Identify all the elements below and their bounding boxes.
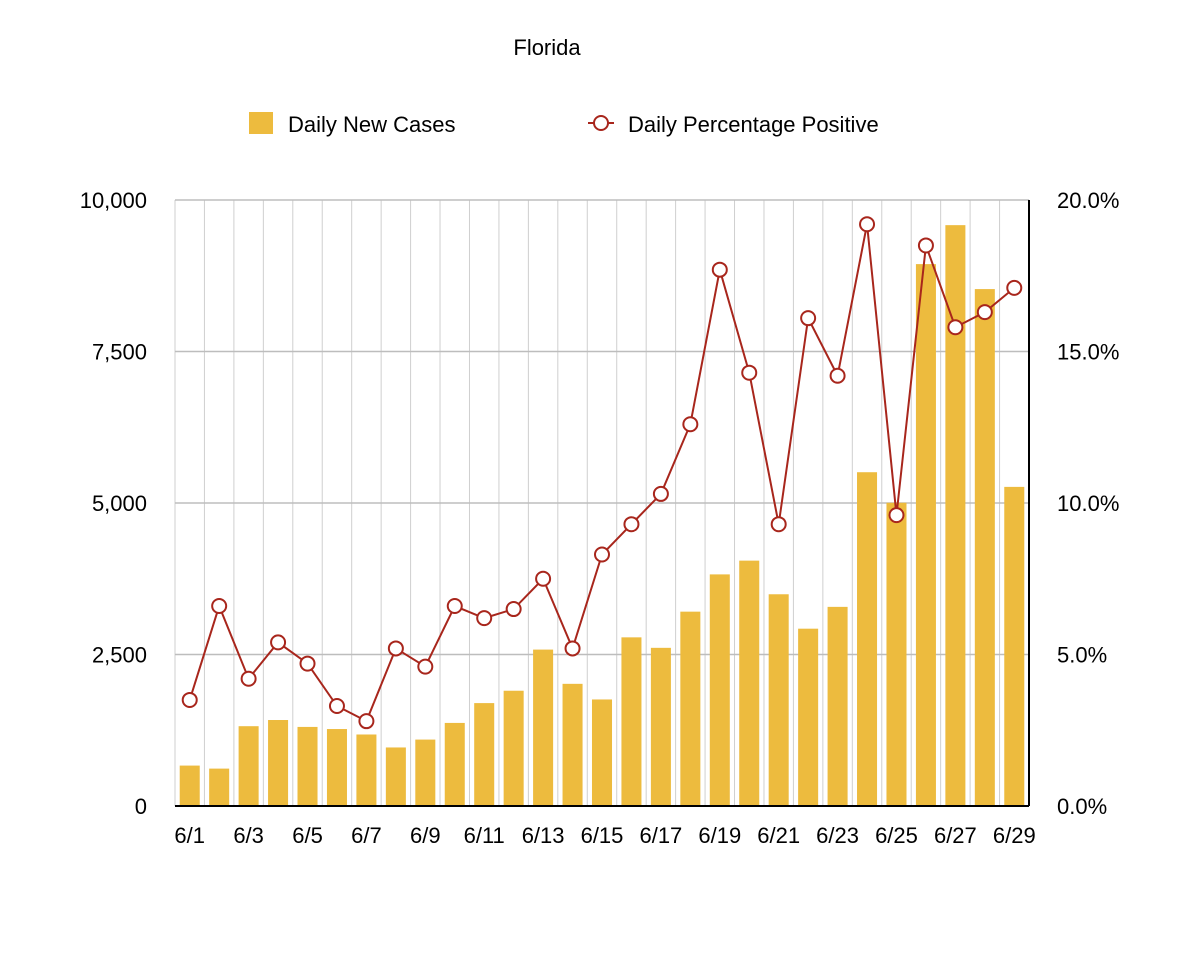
point-percentage-positive-6-22	[800, 310, 817, 327]
x-axis-tick-label: 6/21	[757, 823, 800, 848]
point-percentage-positive-6-18	[682, 416, 699, 433]
point-percentage-positive-6-3	[240, 670, 257, 687]
left-axis-tick-label: 2,500	[92, 643, 147, 668]
percentage-points	[181, 216, 1023, 730]
point-percentage-positive-6-24	[859, 216, 876, 233]
x-axis-tick-label: 6/15	[581, 823, 624, 848]
bar-daily-new-cases-6-17	[650, 647, 671, 806]
point-percentage-positive-6-27	[947, 319, 964, 336]
right-axis-tick-label: 5.0%	[1057, 643, 1107, 668]
bar-daily-new-cases-6-23	[827, 606, 848, 806]
right-axis-ticks: 0.0% 5.0% 10.0% 15.0% 20.0%	[1057, 188, 1119, 819]
point-percentage-positive-6-25	[888, 507, 905, 524]
x-axis-tick-label: 6/5	[292, 823, 323, 848]
bar-daily-new-cases-6-28	[974, 289, 995, 806]
bar-daily-new-cases-6-8	[385, 747, 406, 806]
right-axis-tick-label: 10.0%	[1057, 491, 1119, 516]
point-percentage-positive-6-26	[917, 237, 934, 254]
bars	[179, 225, 1025, 807]
point-percentage-positive-6-5	[299, 655, 316, 672]
point-percentage-positive-6-16	[623, 516, 640, 533]
x-axis-tick-label: 6/19	[698, 823, 741, 848]
bar-daily-new-cases-6-3	[238, 726, 259, 806]
bar-daily-new-cases-6-21	[768, 594, 789, 806]
bar-daily-new-cases-6-20	[739, 560, 760, 806]
x-axis-tick-label: 6/27	[934, 823, 977, 848]
bar-daily-new-cases-6-16	[621, 637, 642, 806]
bar-daily-new-cases-6-14	[562, 683, 583, 806]
left-axis-ticks: 0 2,500 5,000 7,500 10,000	[80, 188, 147, 819]
right-axis-tick-label: 0.0%	[1057, 794, 1107, 819]
x-axis-ticks: 6/1 6/3 6/5 6/7 6/9 6/11 6/13 6/15 6/17 6/19 6/21 6…	[174, 823, 1035, 848]
bar-daily-new-cases-6-4	[268, 720, 289, 806]
axes	[175, 200, 1030, 807]
legend-label-daily-new-cases: Daily New Cases	[288, 112, 456, 137]
point-percentage-positive-6-13	[535, 570, 552, 587]
point-percentage-positive-6-23	[829, 367, 846, 384]
x-axis-tick-label: 6/29	[993, 823, 1036, 848]
x-axis-tick-label: 6/11	[464, 823, 505, 848]
bar-daily-new-cases-6-25	[886, 502, 907, 806]
bar-daily-new-cases-6-9	[415, 739, 436, 806]
grid	[174, 199, 1030, 807]
bar-daily-new-cases-6-1	[179, 765, 200, 806]
x-axis-tick-label: 6/9	[410, 823, 441, 848]
x-axis-tick-label: 6/3	[233, 823, 264, 848]
bar-daily-new-cases-6-29	[1004, 486, 1025, 806]
bar-daily-new-cases-6-18	[680, 611, 701, 806]
point-percentage-positive-6-17	[652, 485, 669, 502]
bar-daily-new-cases-6-13	[533, 649, 554, 806]
point-percentage-positive-6-2	[211, 598, 228, 615]
bar-daily-new-cases-6-26	[915, 264, 936, 806]
right-axis-tick-label: 15.0%	[1057, 340, 1119, 365]
chart-title: Florida	[513, 35, 581, 60]
legend-label-daily-percentage-positive: Daily Percentage Positive	[628, 112, 879, 137]
point-percentage-positive-6-8	[387, 640, 404, 657]
point-percentage-positive-6-4	[270, 634, 287, 651]
x-axis-tick-label: 6/23	[816, 823, 859, 848]
x-axis-tick-label: 6/25	[875, 823, 918, 848]
point-percentage-positive-6-15	[594, 546, 610, 563]
bar-daily-new-cases-6-27	[945, 225, 966, 807]
point-percentage-positive-6-19	[711, 261, 728, 278]
left-axis-tick-label: 0	[135, 794, 147, 819]
right-axis-tick-label: 20.0%	[1057, 188, 1119, 213]
x-axis-tick-label: 6/7	[351, 823, 382, 848]
x-axis-tick-label: 6/13	[522, 823, 565, 848]
bar-daily-new-cases-6-22	[798, 628, 819, 806]
bar-daily-new-cases-6-2	[209, 768, 230, 806]
point-percentage-positive-6-1	[181, 691, 198, 708]
point-percentage-positive-6-20	[741, 364, 758, 381]
point-percentage-positive-6-14	[564, 640, 581, 657]
bar-daily-new-cases-6-24	[857, 472, 878, 806]
left-axis-tick-label: 7,500	[92, 340, 147, 365]
point-percentage-positive-6-11	[476, 610, 493, 627]
x-axis-tick-label: 6/17	[639, 823, 682, 848]
bar-daily-new-cases-6-11	[474, 703, 495, 806]
bar-daily-new-cases-6-15	[591, 699, 613, 806]
point-percentage-positive-6-9	[417, 658, 434, 675]
bar-daily-new-cases-6-6	[326, 729, 347, 806]
point-percentage-positive-6-12	[505, 601, 522, 618]
point-percentage-positive-6-7	[358, 713, 375, 730]
point-percentage-positive-6-28	[976, 304, 993, 321]
point-percentage-positive-6-21	[770, 516, 787, 533]
point-percentage-positive-6-29	[1006, 279, 1023, 296]
legend-marker-daily-percentage-positive	[593, 115, 609, 131]
left-axis-tick-label: 10,000	[80, 188, 147, 213]
left-axis-tick-label: 5,000	[92, 491, 147, 516]
point-percentage-positive-6-10	[446, 598, 463, 615]
legend-swatch-daily-new-cases	[249, 112, 273, 134]
legend: Daily New Cases Daily Percentage Positiv…	[249, 112, 879, 137]
bar-daily-new-cases-6-5	[297, 726, 318, 806]
point-percentage-positive-6-6	[328, 698, 345, 715]
bar-daily-new-cases-6-10	[444, 722, 465, 806]
x-axis-tick-label: 6/1	[174, 823, 205, 848]
bar-daily-new-cases-6-7	[356, 734, 377, 806]
bar-daily-new-cases-6-19	[709, 574, 730, 806]
bar-daily-new-cases-6-12	[503, 690, 524, 806]
